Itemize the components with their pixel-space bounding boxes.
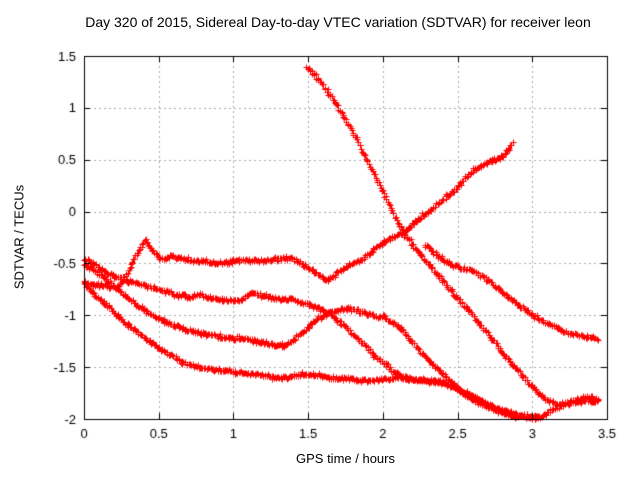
x-axis-label: GPS time / hours — [296, 451, 395, 466]
y-axis-label: SDTVAR / TECUs — [11, 184, 27, 290]
chart-title: Day 320 of 2015, Sidereal Day-to-day VTE… — [85, 14, 591, 30]
